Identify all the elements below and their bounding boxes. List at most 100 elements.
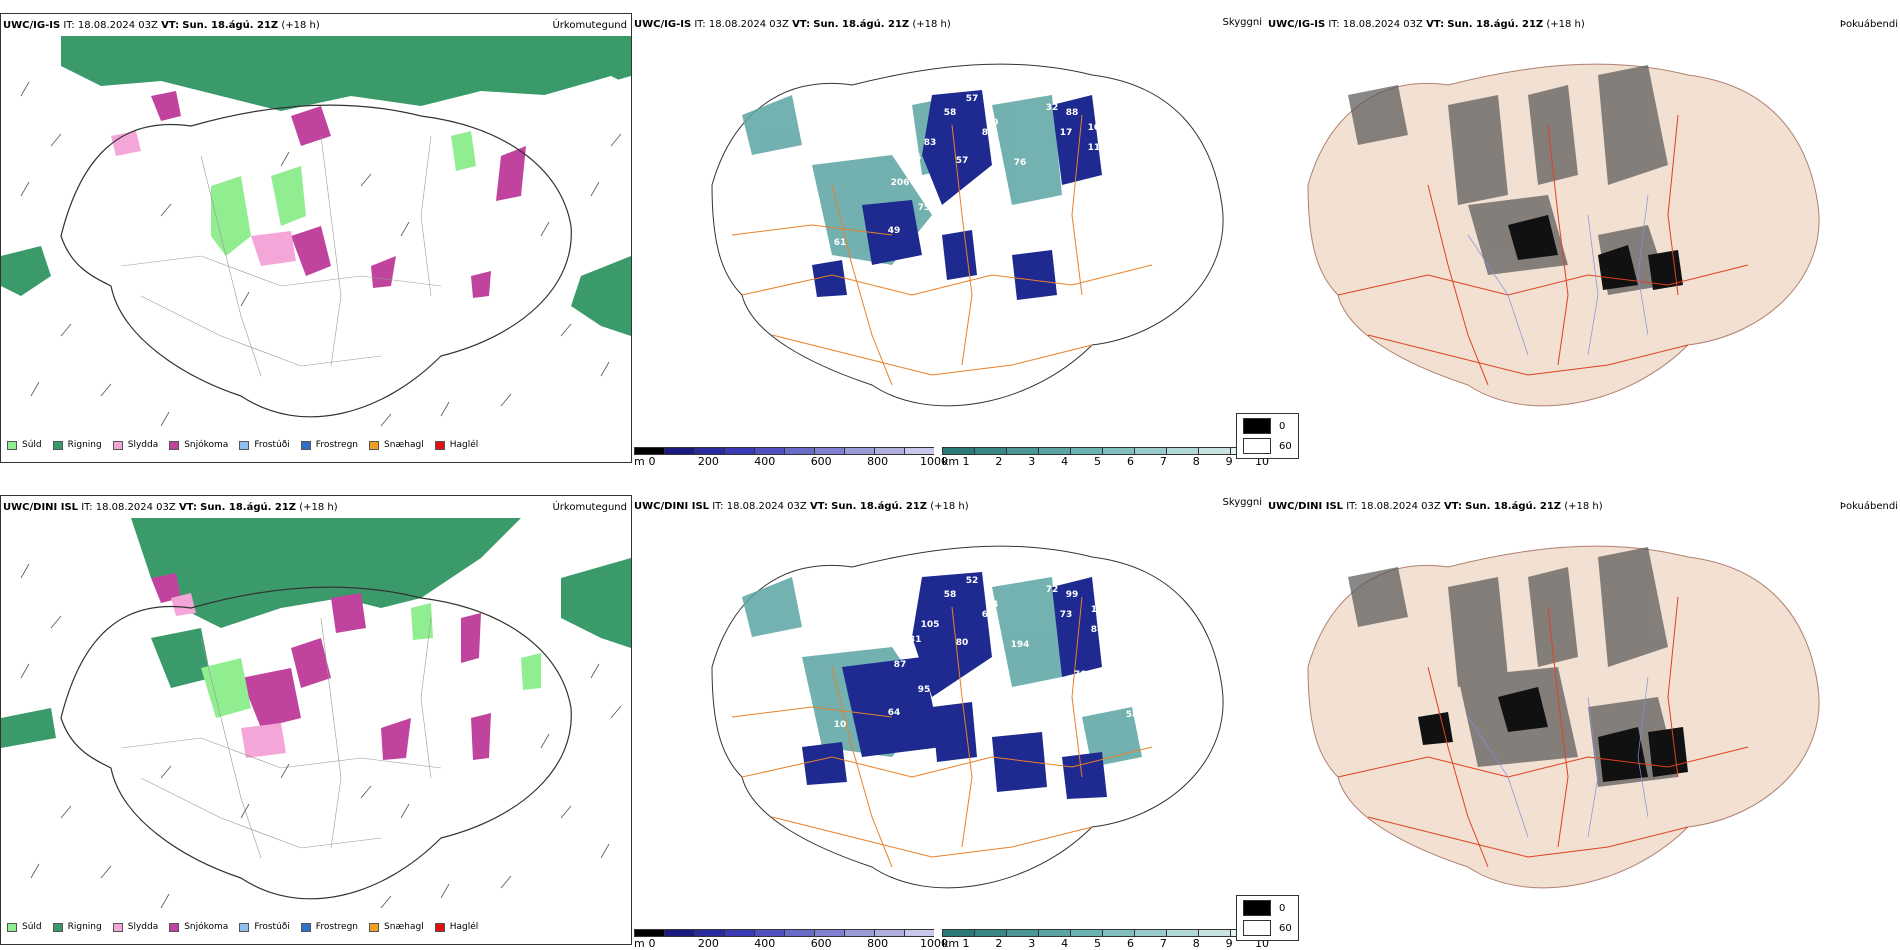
visibility-value: 127 xyxy=(1043,720,1062,730)
colorbar-cell xyxy=(694,447,724,455)
colorbar-cell xyxy=(784,447,814,455)
colorbar-tick: 400 xyxy=(754,455,776,468)
visibility-value: 155 xyxy=(903,153,922,163)
colorbar-cell xyxy=(874,447,904,455)
legend-swatch xyxy=(52,922,63,932)
visibility-value: 194 xyxy=(1011,640,1030,650)
legend-item: Snjókoma xyxy=(169,440,228,450)
visibility-value: 76 xyxy=(1014,158,1027,168)
legend-item: Haglél xyxy=(434,440,478,450)
colorbar-tick: 600 xyxy=(810,937,832,950)
colorbar-cell xyxy=(974,929,1006,937)
colorbar-cell xyxy=(1134,929,1166,937)
visibility-value: 57 xyxy=(926,84,939,94)
colorbar-cell xyxy=(1198,929,1230,937)
legend-swatch xyxy=(239,440,250,450)
colorbar-tick: 600 xyxy=(810,455,832,468)
colorbar-cell xyxy=(1102,447,1134,455)
visibility-value: 82 xyxy=(1076,560,1089,570)
visibility-value: 70 xyxy=(986,118,999,128)
colorbar-cell xyxy=(904,447,934,455)
colorbar-tick: 5 xyxy=(1094,937,1102,950)
precip-map-2 xyxy=(1,518,631,928)
colorbar-cell xyxy=(664,929,694,937)
legend-item: Súld xyxy=(7,922,42,932)
colorbar-tick: 4 xyxy=(1061,937,1069,950)
visibility-title-1: Skyggni xyxy=(1222,17,1262,28)
visibility-value: 74 xyxy=(1002,690,1015,700)
visibility-value: 87 xyxy=(894,660,907,670)
fog-header-2: UWC/DINI ISL IT: 18.08.2024 03Z VT: Sun.… xyxy=(1268,501,1603,512)
colorbar-cell xyxy=(942,929,974,937)
legend-item: Slydda xyxy=(112,440,158,450)
visibility-value: 32 xyxy=(1046,103,1059,113)
colorbar-tick: 200 xyxy=(697,455,719,468)
colorbar-tick: 2 xyxy=(995,455,1003,468)
visibility-header-1: UWC/IG-IS IT: 18.08.2024 03Z VT: Sun. 18… xyxy=(634,19,951,30)
fog-legend-item: 0 xyxy=(1243,418,1292,434)
precip-panel-1: UWC/IG-IS IT: 18.08.2024 03Z VT: Sun. 18… xyxy=(0,13,632,463)
precip-title-1: Úrkomutegund xyxy=(552,20,627,31)
colorbar-tick: 1000 xyxy=(920,455,948,468)
legend-swatch xyxy=(300,922,311,932)
visibility-value: 95 xyxy=(918,685,931,695)
legend-swatch xyxy=(169,922,180,932)
visibility-value: 57 xyxy=(978,552,991,562)
fog-title-1: Þokuábendi xyxy=(1839,19,1898,30)
colorbar-tick: 800 xyxy=(867,937,889,950)
height-colorbar-ticks-2: 0 200 400 600 800 1000 xyxy=(634,937,949,950)
legend-item: Slydda xyxy=(112,922,158,932)
visibility-value: 16 xyxy=(1074,188,1087,198)
legend-item: Snæhagl xyxy=(369,922,424,932)
visibility-value: 10 xyxy=(834,720,847,730)
visibility-value: 58 xyxy=(944,590,957,600)
visibility-value: 115 xyxy=(1088,143,1107,153)
visibility-value: 88 xyxy=(1066,108,1079,118)
visibility-value: 17 xyxy=(1060,128,1073,138)
legend-swatch xyxy=(7,922,17,932)
visibility-value: 109 xyxy=(1088,123,1107,133)
colorbar-tick: 3 xyxy=(1028,455,1036,468)
colorbar-cell xyxy=(1198,447,1230,455)
legend-item: Snæhagl xyxy=(369,440,424,450)
fog-panel-2: UWC/DINI ISL IT: 18.08.2024 03Z VT: Sun.… xyxy=(1236,495,1900,945)
fog-panel-1: UWC/IG-IS IT: 18.08.2024 03Z VT: Sun. 18… xyxy=(1236,13,1900,463)
height-unit-1: m xyxy=(634,455,645,468)
fog-swatch xyxy=(1243,900,1271,916)
fog-swatch xyxy=(1243,418,1271,434)
colorbar-cell xyxy=(754,929,784,937)
height-colorbar-cells-2 xyxy=(634,929,934,937)
visibility-value: 73 xyxy=(1002,208,1015,218)
fog-legend-1: 0 60 xyxy=(1236,413,1299,459)
colorbar-tick: 6 xyxy=(1126,455,1134,468)
visibility-value: 84 xyxy=(1006,233,1019,243)
visibility-value: 62 xyxy=(974,710,987,720)
height-colorbar-1: 0 200 400 600 800 1000 xyxy=(634,447,948,468)
legend-item: Rigning xyxy=(52,440,102,450)
legend-swatch xyxy=(300,440,311,450)
colorbar-cell xyxy=(634,929,664,937)
height-colorbar-2: 0 200 400 600 800 1000 xyxy=(634,929,949,950)
visibility-value: 84 xyxy=(738,568,751,578)
colorbar-cell xyxy=(1038,447,1070,455)
legend-swatch xyxy=(112,440,123,450)
vis-colorbar-1: 1 2 3 4 5 6 7 8 9 10 xyxy=(942,447,1269,468)
colorbar-cell xyxy=(694,929,724,937)
visibility-value: 59 xyxy=(754,66,767,76)
height-unit-2: m xyxy=(634,937,645,950)
vis-colorbar-2: 1 2 3 4 5 6 7 8 9 10 xyxy=(942,929,1269,950)
legend-item: Súld xyxy=(7,440,42,450)
legend-swatch xyxy=(52,440,63,450)
visibility-value: 206 xyxy=(891,178,910,188)
visibility-value: 123 xyxy=(783,78,802,88)
colorbar-cell xyxy=(1006,447,1038,455)
legend-item: Frostregn xyxy=(300,440,358,450)
legend-item: Frostúði xyxy=(239,440,290,450)
visibility-value: 64 xyxy=(888,708,901,718)
colorbar-tick: 1 xyxy=(962,937,970,950)
colorbar-tick: 0 xyxy=(648,455,656,468)
colorbar-tick: 8 xyxy=(1192,937,1200,950)
colorbar-cell xyxy=(1006,929,1038,937)
